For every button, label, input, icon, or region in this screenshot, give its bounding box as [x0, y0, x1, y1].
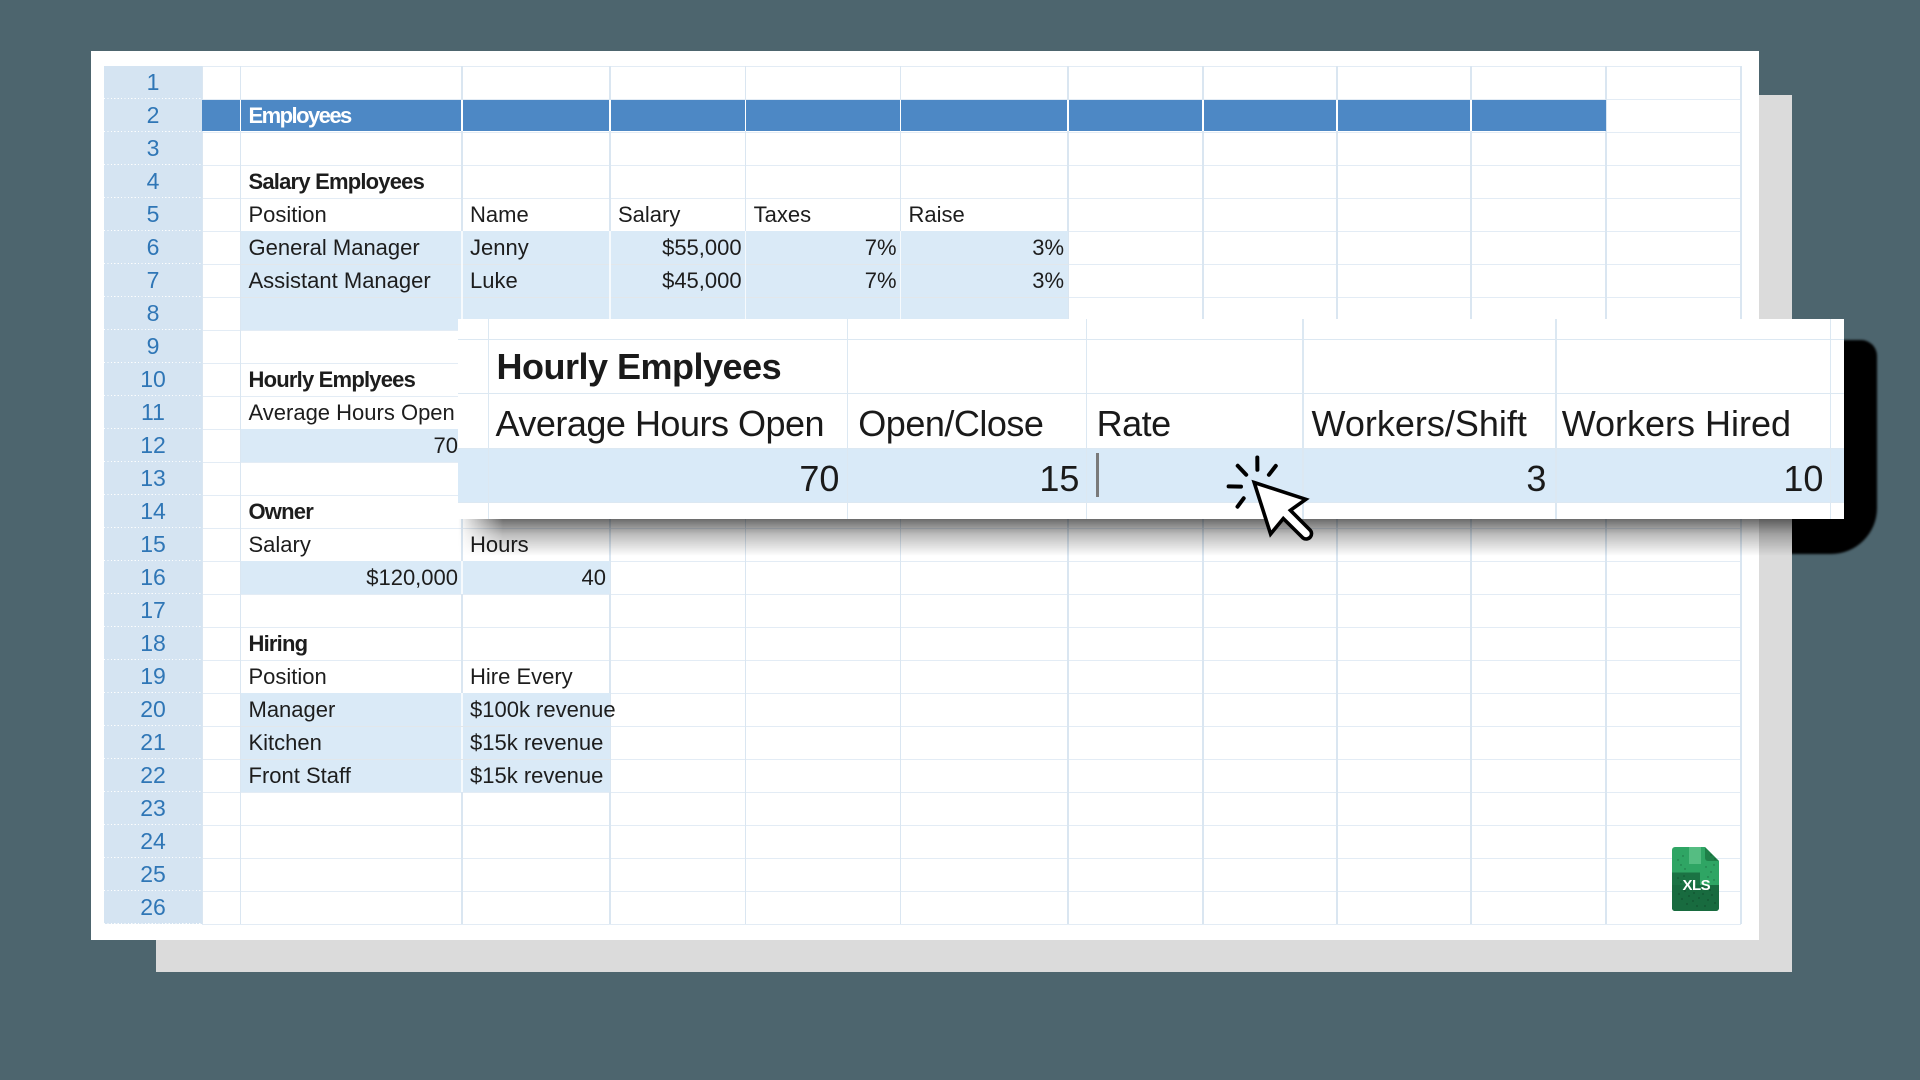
svg-text:XLS: XLS [1682, 877, 1710, 894]
